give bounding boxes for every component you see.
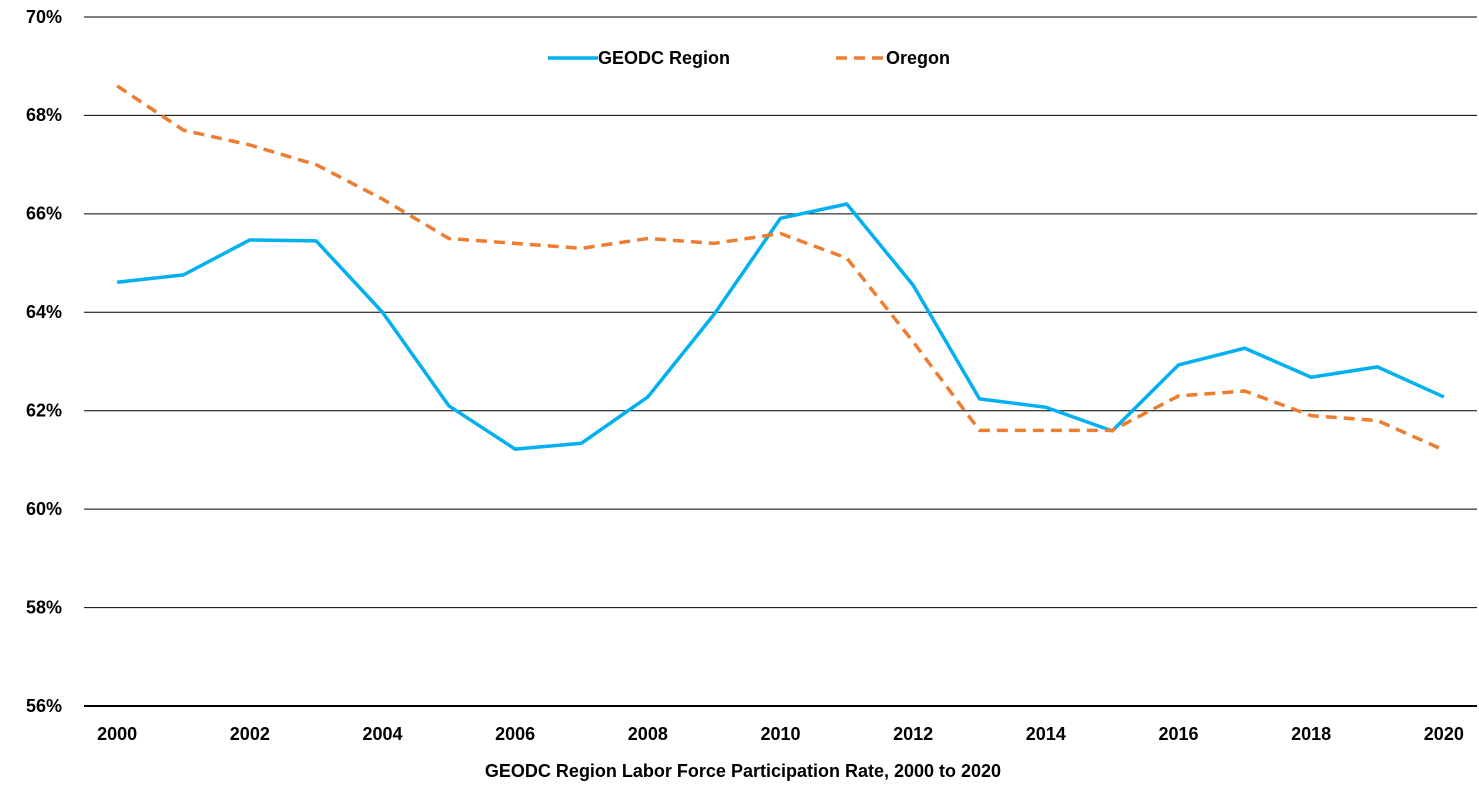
legend-label: Oregon (886, 48, 950, 68)
x-tick-label: 2000 (97, 724, 137, 744)
x-tick-label: 2020 (1424, 724, 1464, 744)
y-tick-label: 68% (26, 105, 62, 125)
x-tick-label: 2010 (760, 724, 800, 744)
y-tick-label: 62% (26, 400, 62, 420)
y-tick-label: 64% (26, 302, 62, 322)
chart-title: GEODC Region Labor Force Participation R… (485, 761, 1001, 781)
x-tick-label: 2016 (1158, 724, 1198, 744)
y-tick-label: 60% (26, 499, 62, 519)
x-tick-label: 2006 (495, 724, 535, 744)
x-tick-label: 2014 (1026, 724, 1066, 744)
x-tick-label: 2004 (362, 724, 402, 744)
series-line (116, 84, 1445, 452)
y-tick-label: 58% (26, 597, 62, 617)
x-tick-label: 2002 (230, 724, 270, 744)
x-tick-label: 2008 (628, 724, 668, 744)
series-line (116, 202, 1445, 451)
x-tick-label: 2018 (1291, 724, 1331, 744)
legend-label: GEODC Region (598, 48, 730, 68)
y-tick-label: 56% (26, 696, 62, 716)
x-tick-label: 2012 (893, 724, 933, 744)
y-tick-label: 66% (26, 204, 62, 224)
y-tick-label: 70% (26, 7, 62, 27)
